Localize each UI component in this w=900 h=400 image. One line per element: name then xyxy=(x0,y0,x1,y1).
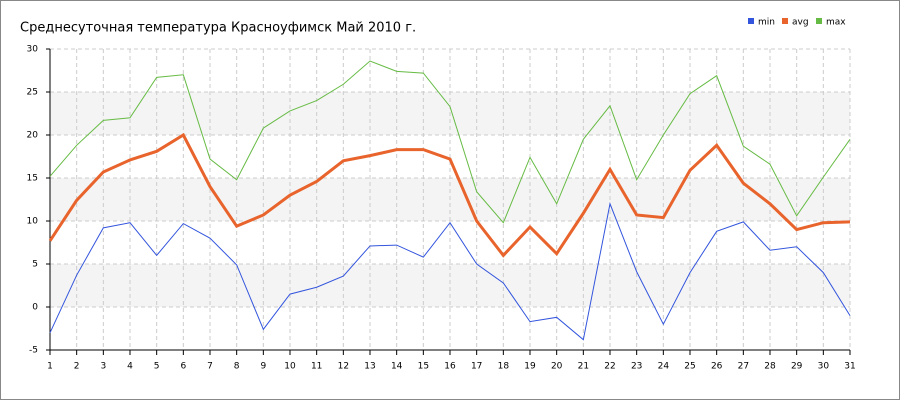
x-tick-label: 12 xyxy=(338,362,349,372)
y-tick-label: 15 xyxy=(27,174,38,184)
x-tick-label: 11 xyxy=(311,362,322,372)
legend-label: avg xyxy=(792,18,809,28)
legend-label: min xyxy=(758,18,775,28)
legend-swatch xyxy=(748,18,754,24)
x-tick-label: 19 xyxy=(524,362,536,372)
y-tick-label: 5 xyxy=(32,260,38,270)
x-tick-label: 26 xyxy=(711,362,723,372)
series-line xyxy=(49,60,851,224)
x-tick-label: 8 xyxy=(234,362,240,372)
x-tick-label: 14 xyxy=(391,362,403,372)
x-tick-label: 20 xyxy=(551,362,563,372)
y-tick-label: -5 xyxy=(29,346,38,356)
x-tick-label: 13 xyxy=(364,362,375,372)
x-tick-label: 30 xyxy=(818,362,830,372)
x-tick-label: 2 xyxy=(74,362,80,372)
x-tick-label: 25 xyxy=(684,362,695,372)
y-tick-label: 0 xyxy=(32,303,38,313)
x-tick-label: 1 xyxy=(47,362,53,372)
x-tick-label: 28 xyxy=(764,362,776,372)
y-tick-label: 25 xyxy=(27,88,38,98)
x-tick-label: 4 xyxy=(127,362,133,372)
series-line xyxy=(48,132,851,258)
x-tick-label: 9 xyxy=(260,362,266,372)
y-tick-label: 30 xyxy=(27,45,39,55)
x-tick-label: 18 xyxy=(498,362,510,372)
x-tick-label: 3 xyxy=(100,362,106,372)
x-tick-label: 21 xyxy=(578,362,589,372)
x-tick-label: 10 xyxy=(284,362,296,372)
series-line xyxy=(49,202,851,341)
legend-label: max xyxy=(826,18,846,28)
x-tick-label: 27 xyxy=(738,362,749,372)
band xyxy=(50,264,850,307)
x-tick-label: 16 xyxy=(444,362,456,372)
x-tick-label: 29 xyxy=(791,362,803,372)
y-tick-label: 10 xyxy=(27,217,39,227)
y-tick-label: 20 xyxy=(27,131,39,141)
x-tick-label: 5 xyxy=(154,362,160,372)
chart-title: Среднесуточная температура Красноуфимск … xyxy=(20,21,416,36)
x-tick-label: 22 xyxy=(604,362,615,372)
x-tick-label: 15 xyxy=(418,362,429,372)
x-tick-label: 24 xyxy=(658,362,670,372)
x-tick-label: 17 xyxy=(471,362,482,372)
legend-swatch xyxy=(782,18,788,24)
legend-swatch xyxy=(816,18,822,24)
x-tick-label: 31 xyxy=(844,362,855,372)
x-tick-label: 23 xyxy=(631,362,642,372)
x-tick-label: 7 xyxy=(207,362,213,372)
x-tick-label: 6 xyxy=(180,362,186,372)
